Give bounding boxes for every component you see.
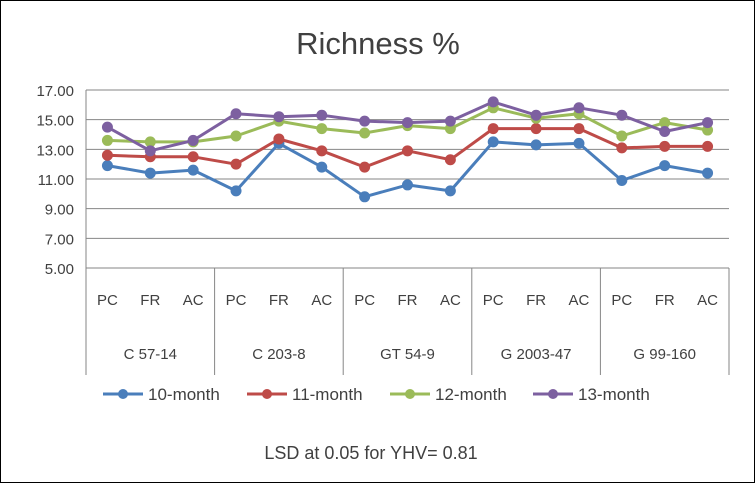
data-point <box>702 140 714 152</box>
legend-label: 13-month <box>578 385 650 404</box>
data-point <box>444 115 456 127</box>
x-tick-label: FR <box>140 292 160 309</box>
data-point <box>187 164 199 176</box>
group-label: G 99-160 <box>633 346 696 363</box>
data-point <box>359 115 371 127</box>
chart-title: Richness % <box>296 26 460 61</box>
data-point <box>316 109 328 121</box>
x-tick-label: PC <box>611 292 632 309</box>
data-point <box>444 185 456 197</box>
legend-marker <box>118 389 128 399</box>
data-point <box>616 142 628 154</box>
grid-layer <box>86 89 729 269</box>
legend-marker <box>548 389 558 399</box>
data-point <box>573 123 585 135</box>
data-point <box>316 145 328 157</box>
data-point <box>316 161 328 173</box>
data-point <box>230 130 242 142</box>
data-point <box>530 123 542 135</box>
data-point <box>487 123 499 135</box>
x-tick-label: PC <box>97 292 118 309</box>
data-point <box>573 137 585 149</box>
legend-marker <box>262 389 272 399</box>
y-tick-label: 13.00 <box>36 142 74 159</box>
data-point <box>359 127 371 139</box>
data-point <box>659 126 671 138</box>
x-tick-label: AC <box>697 292 718 309</box>
x-tick-label: FR <box>526 292 546 309</box>
x-tick-label: AC <box>311 292 332 309</box>
data-point <box>230 108 242 120</box>
data-point <box>144 145 156 157</box>
data-point <box>359 161 371 173</box>
group-label: GT 54-9 <box>380 346 435 363</box>
data-point <box>230 158 242 170</box>
data-point <box>616 174 628 186</box>
data-point <box>359 191 371 203</box>
data-point <box>702 117 714 129</box>
data-point <box>101 149 113 161</box>
x-tick-label: FR <box>655 292 675 309</box>
data-point <box>230 185 242 197</box>
legend-label: 11-month <box>292 385 363 404</box>
group-label: C 203-8 <box>252 346 305 363</box>
data-point <box>487 96 499 108</box>
x-tick-label: PC <box>226 292 247 309</box>
data-point <box>530 139 542 151</box>
x-tick-label: PC <box>483 292 504 309</box>
data-point <box>530 109 542 121</box>
data-point <box>659 140 671 152</box>
x-tick-label: PC <box>354 292 375 309</box>
data-point <box>273 133 285 145</box>
y-tick-label: 17.00 <box>36 83 74 100</box>
data-point <box>187 134 199 146</box>
data-point <box>616 130 628 142</box>
data-point <box>616 109 628 121</box>
data-point <box>402 145 413 157</box>
x-tick-label: FR <box>269 292 289 309</box>
data-point <box>659 160 671 172</box>
x-tick-label: FR <box>398 292 418 309</box>
group-label: C 57-14 <box>124 346 177 363</box>
data-point <box>101 121 113 133</box>
group-label: G 2003-47 <box>501 346 572 363</box>
y-tick-label: 5.00 <box>45 261 74 278</box>
y-tick-label: 11.00 <box>38 172 74 189</box>
legend-marker <box>405 389 415 399</box>
lsd-note: LSD at 0.05 for YHV= 0.81 <box>264 443 477 463</box>
data-point <box>573 102 585 114</box>
data-point <box>316 123 328 135</box>
x-tick-label: AC <box>440 292 461 309</box>
legend: 10-month 11-month 12-month 13-month <box>103 385 650 404</box>
data-point <box>273 111 285 123</box>
data-point <box>144 167 156 179</box>
data-point <box>402 117 413 129</box>
x-tick-label: AC <box>183 292 204 309</box>
y-tick-label: 9.00 <box>45 202 74 219</box>
data-point <box>101 134 113 146</box>
data-point <box>487 136 499 148</box>
legend-label: 10-month <box>148 385 220 404</box>
y-tick-label: 7.00 <box>45 231 74 248</box>
y-tick-label: 15.00 <box>36 113 74 130</box>
axis-layer: 5.00 7.00 9.00 11.00 13.00 15.00 17.00 PC FR AC PC… <box>36 83 730 375</box>
data-point <box>702 167 714 179</box>
series-layer <box>101 96 714 203</box>
legend-label: 12-month <box>435 385 507 404</box>
data-point <box>187 151 199 163</box>
data-point <box>444 154 456 166</box>
series-13-month <box>101 96 714 157</box>
x-tick-label: AC <box>569 292 590 309</box>
data-point <box>402 179 413 191</box>
data-point <box>101 160 113 172</box>
